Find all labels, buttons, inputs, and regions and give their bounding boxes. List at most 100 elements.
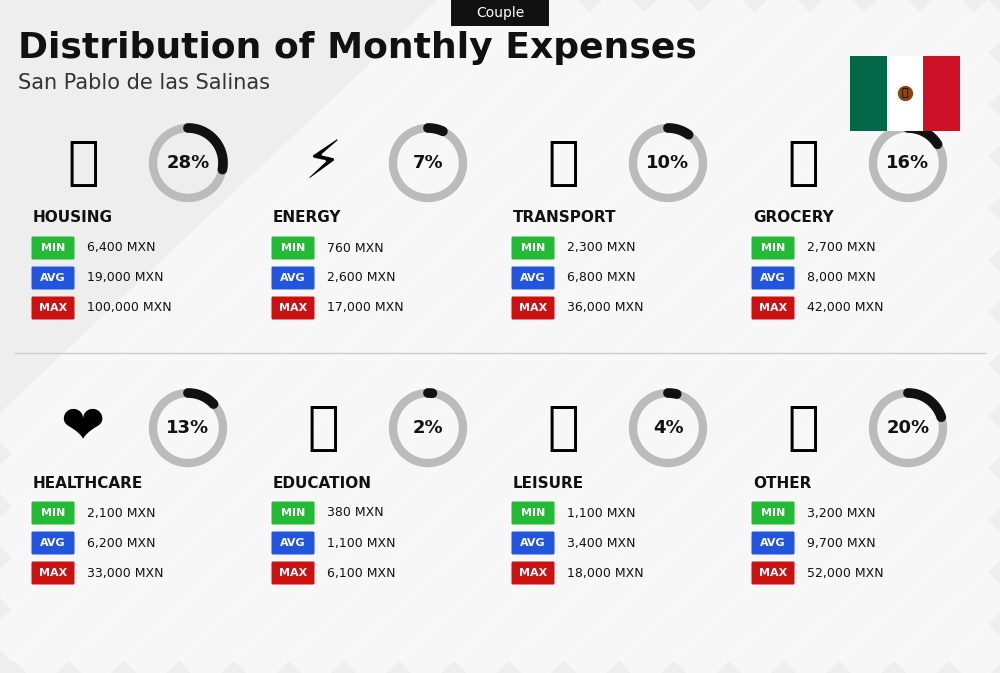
Text: Distribution of Monthly Expenses: Distribution of Monthly Expenses xyxy=(18,31,697,65)
Text: 28%: 28% xyxy=(166,154,210,172)
Text: 6,800 MXN: 6,800 MXN xyxy=(567,271,636,285)
Text: MIN: MIN xyxy=(761,508,785,518)
Text: AVG: AVG xyxy=(280,273,306,283)
Text: 6,100 MXN: 6,100 MXN xyxy=(327,567,396,579)
Text: 2,100 MXN: 2,100 MXN xyxy=(87,507,156,520)
FancyBboxPatch shape xyxy=(32,532,74,555)
FancyBboxPatch shape xyxy=(923,55,960,131)
FancyBboxPatch shape xyxy=(32,236,74,260)
FancyBboxPatch shape xyxy=(272,532,314,555)
Text: MIN: MIN xyxy=(41,508,65,518)
Text: 7%: 7% xyxy=(413,154,443,172)
Text: 4%: 4% xyxy=(653,419,683,437)
FancyBboxPatch shape xyxy=(752,297,794,320)
Text: 🎓: 🎓 xyxy=(307,402,339,454)
Text: 1,100 MXN: 1,100 MXN xyxy=(327,536,396,549)
Text: 🦅: 🦅 xyxy=(902,88,908,98)
Text: TRANSPORT: TRANSPORT xyxy=(513,211,616,225)
FancyBboxPatch shape xyxy=(451,0,549,26)
Text: ❤️: ❤️ xyxy=(61,402,105,454)
Text: 2,700 MXN: 2,700 MXN xyxy=(807,242,876,254)
Text: 17,000 MXN: 17,000 MXN xyxy=(327,302,404,314)
Text: 1,100 MXN: 1,100 MXN xyxy=(567,507,636,520)
Text: 🏢: 🏢 xyxy=(67,137,99,189)
Text: Couple: Couple xyxy=(476,6,524,20)
Text: AVG: AVG xyxy=(40,273,66,283)
Text: 18,000 MXN: 18,000 MXN xyxy=(567,567,644,579)
FancyBboxPatch shape xyxy=(850,55,887,131)
Text: MAX: MAX xyxy=(279,303,307,313)
FancyBboxPatch shape xyxy=(272,297,314,320)
Text: GROCERY: GROCERY xyxy=(753,211,834,225)
Text: MIN: MIN xyxy=(281,508,305,518)
Text: 8,000 MXN: 8,000 MXN xyxy=(807,271,876,285)
Text: 16%: 16% xyxy=(886,154,930,172)
Text: MAX: MAX xyxy=(759,303,787,313)
Text: 19,000 MXN: 19,000 MXN xyxy=(87,271,164,285)
Text: 6,200 MXN: 6,200 MXN xyxy=(87,536,156,549)
Text: AVG: AVG xyxy=(40,538,66,548)
Text: 100,000 MXN: 100,000 MXN xyxy=(87,302,172,314)
FancyBboxPatch shape xyxy=(512,236,554,260)
Text: MAX: MAX xyxy=(279,568,307,578)
FancyBboxPatch shape xyxy=(512,532,554,555)
Text: 🚌: 🚌 xyxy=(547,137,579,189)
Text: OTHER: OTHER xyxy=(753,476,811,491)
FancyBboxPatch shape xyxy=(272,236,314,260)
Text: MAX: MAX xyxy=(519,568,547,578)
Text: 33,000 MXN: 33,000 MXN xyxy=(87,567,164,579)
FancyBboxPatch shape xyxy=(32,297,74,320)
Text: 13%: 13% xyxy=(166,419,210,437)
Text: MAX: MAX xyxy=(519,303,547,313)
FancyBboxPatch shape xyxy=(32,267,74,289)
Text: 3,400 MXN: 3,400 MXN xyxy=(567,536,636,549)
Text: 6,400 MXN: 6,400 MXN xyxy=(87,242,156,254)
Text: MIN: MIN xyxy=(41,243,65,253)
Text: 2,600 MXN: 2,600 MXN xyxy=(327,271,396,285)
FancyBboxPatch shape xyxy=(752,267,794,289)
FancyBboxPatch shape xyxy=(272,267,314,289)
Text: MIN: MIN xyxy=(521,508,545,518)
FancyBboxPatch shape xyxy=(512,297,554,320)
FancyBboxPatch shape xyxy=(887,55,923,131)
Text: 52,000 MXN: 52,000 MXN xyxy=(807,567,884,579)
Text: AVG: AVG xyxy=(520,538,546,548)
Text: 9,700 MXN: 9,700 MXN xyxy=(807,536,876,549)
Text: HOUSING: HOUSING xyxy=(33,211,113,225)
FancyBboxPatch shape xyxy=(32,501,74,524)
FancyBboxPatch shape xyxy=(512,501,554,524)
Text: 👜: 👜 xyxy=(787,402,819,454)
Text: 380 MXN: 380 MXN xyxy=(327,507,384,520)
Text: AVG: AVG xyxy=(760,273,786,283)
Text: MAX: MAX xyxy=(39,568,67,578)
FancyBboxPatch shape xyxy=(272,561,314,584)
Text: LEISURE: LEISURE xyxy=(513,476,584,491)
Text: 3,200 MXN: 3,200 MXN xyxy=(807,507,876,520)
Text: MAX: MAX xyxy=(39,303,67,313)
FancyBboxPatch shape xyxy=(272,501,314,524)
Text: AVG: AVG xyxy=(760,538,786,548)
Text: MIN: MIN xyxy=(281,243,305,253)
Text: ENERGY: ENERGY xyxy=(273,211,342,225)
FancyBboxPatch shape xyxy=(512,267,554,289)
Text: 🛒: 🛒 xyxy=(787,137,819,189)
FancyBboxPatch shape xyxy=(752,561,794,584)
Text: MIN: MIN xyxy=(761,243,785,253)
Text: 2%: 2% xyxy=(413,419,443,437)
Text: AVG: AVG xyxy=(520,273,546,283)
Text: 10%: 10% xyxy=(646,154,690,172)
FancyBboxPatch shape xyxy=(752,532,794,555)
Text: 760 MXN: 760 MXN xyxy=(327,242,384,254)
Text: AVG: AVG xyxy=(280,538,306,548)
FancyBboxPatch shape xyxy=(32,561,74,584)
Text: 2,300 MXN: 2,300 MXN xyxy=(567,242,636,254)
Text: 36,000 MXN: 36,000 MXN xyxy=(567,302,644,314)
Text: ⚡: ⚡ xyxy=(304,137,342,189)
Text: San Pablo de las Salinas: San Pablo de las Salinas xyxy=(18,73,270,93)
Text: 42,000 MXN: 42,000 MXN xyxy=(807,302,884,314)
FancyBboxPatch shape xyxy=(512,561,554,584)
Text: MAX: MAX xyxy=(759,568,787,578)
Text: HEALTHCARE: HEALTHCARE xyxy=(33,476,143,491)
Text: EDUCATION: EDUCATION xyxy=(273,476,372,491)
Text: 🛍: 🛍 xyxy=(547,402,579,454)
